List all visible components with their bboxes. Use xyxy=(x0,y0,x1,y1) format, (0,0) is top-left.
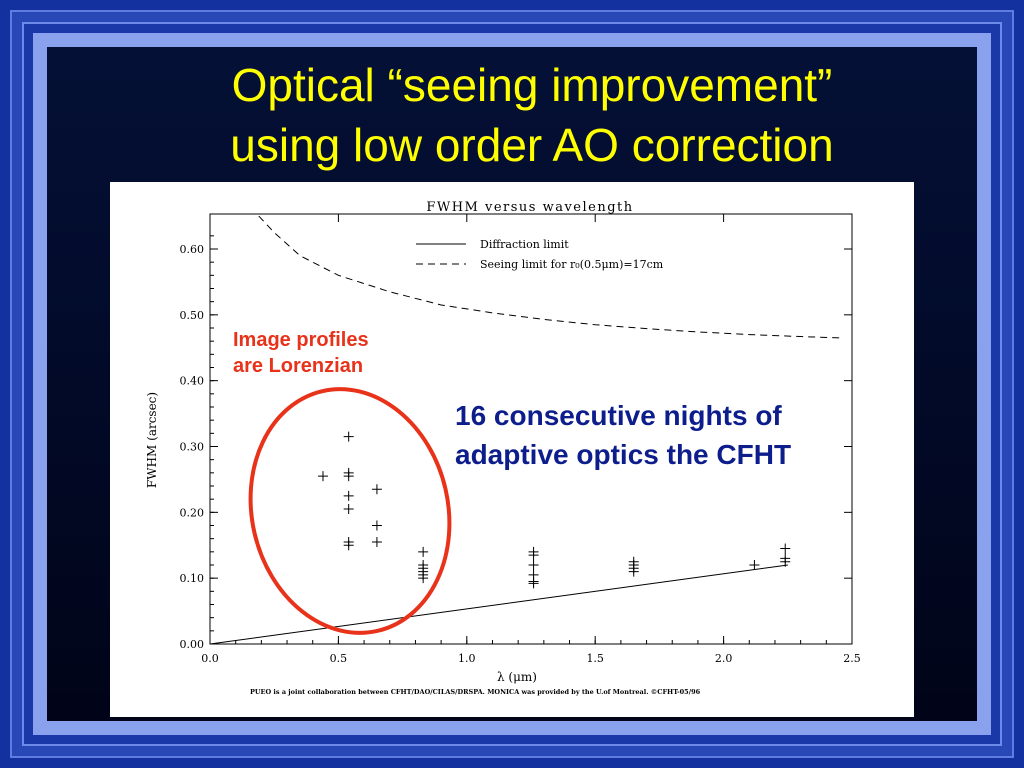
slide-title-line2: using low order AO correction xyxy=(230,119,834,171)
data-point-marker xyxy=(343,431,354,442)
data-point-marker xyxy=(343,504,354,515)
chart-footnote: PUEO is a joint collaboration between CF… xyxy=(250,688,701,696)
lorenzian-annotation-line2: are Lorenzian xyxy=(233,355,364,377)
y-tick-label: 0.20 xyxy=(180,506,205,519)
data-point-marker xyxy=(528,560,539,570)
data-point-marker xyxy=(343,490,354,501)
legend-label-diffraction: Diffraction limit xyxy=(480,238,569,251)
y-axis-label: FWHM (arcsec) xyxy=(145,392,159,488)
y-tick-label: 0.30 xyxy=(180,441,205,454)
data-point-marker xyxy=(418,573,429,584)
diffraction-limit-line xyxy=(210,564,788,644)
y-tick-label: 0.00 xyxy=(180,638,205,651)
chart-title: FWHM versus wavelength xyxy=(426,200,633,215)
data-point-marker xyxy=(317,471,328,482)
fwhm-chart: FWHM versus wavelength 0.0 0.5 1.0 1.5 2.0 2.… xyxy=(145,200,861,696)
nights-annotation-line1: 16 consecutive nights of xyxy=(455,400,782,431)
chart-panel: FWHM versus wavelength 0.0 0.5 1.0 1.5 2.0 2.… xyxy=(110,182,914,717)
highlight-ellipse-shape xyxy=(248,387,452,635)
x-tick-label: 0.0 xyxy=(201,652,219,665)
y-tick-label: 0.60 xyxy=(180,243,205,256)
x-axis-label: λ (μm) xyxy=(497,670,537,684)
data-point-marker xyxy=(528,550,539,561)
data-point-marker xyxy=(749,560,760,570)
data-point-marker xyxy=(780,543,791,554)
data-point-marker xyxy=(418,546,429,557)
data-point-marker xyxy=(371,520,382,531)
y-tick-label: 0.40 xyxy=(180,375,205,388)
data-point-marker xyxy=(528,578,539,589)
plot-frame xyxy=(209,213,853,645)
seeing-limit-line xyxy=(258,215,840,339)
data-point-marker xyxy=(343,471,354,482)
data-point-marker xyxy=(780,556,791,567)
lorenzian-annotation: Image profiles are Lorenzian xyxy=(233,327,369,379)
y-tick-label: 0.50 xyxy=(180,309,205,322)
slide-title-line1: Optical “seeing improvement” xyxy=(231,59,833,111)
data-point-marker xyxy=(371,536,382,547)
lorenzian-annotation-line1: Image profiles xyxy=(233,329,369,351)
nights-annotation-line2: adaptive optics the CFHT xyxy=(455,439,792,470)
x-tick-label: 2.5 xyxy=(843,652,861,665)
legend-label-seeing: Seeing limit for r₀(0.5μm)=17cm xyxy=(480,258,664,271)
data-point-marker xyxy=(343,540,354,551)
y-tick-label: 0.10 xyxy=(180,572,205,585)
data-point-marker xyxy=(371,484,382,495)
x-tick-label: 1.5 xyxy=(586,652,604,665)
x-tick-label: 0.5 xyxy=(330,652,348,665)
x-tick-label: 1.0 xyxy=(458,652,476,665)
x-tick-label: 2.0 xyxy=(715,652,733,665)
data-point-marker xyxy=(628,566,639,577)
nights-annotation: 16 consecutive nights of adaptive optics… xyxy=(455,396,791,474)
